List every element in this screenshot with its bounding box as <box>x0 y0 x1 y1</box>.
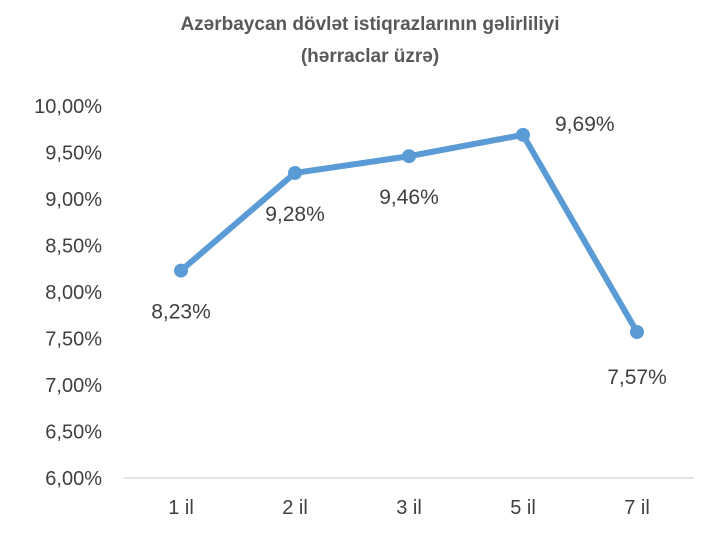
x-tick-label: 2 il <box>282 497 308 519</box>
x-axis: 1 il 2 il 3 il 5 il 7 il <box>168 497 650 519</box>
y-tick-label: 8,00% <box>45 282 102 304</box>
y-axis: 6,00% 6,50% 7,00% 7,50% 8,00% 8,50% 9,00% 9,50%… <box>34 96 102 490</box>
x-tick-label: 1 il <box>168 497 194 519</box>
data-point <box>288 165 302 180</box>
data-labels: 8,23% 9,28% 9,46% 9,69% 7,57% <box>151 113 667 389</box>
y-tick-label: 6,00% <box>45 468 102 490</box>
chart-title: Azərbaycan dövlət istiqrazlarının gəlirl… <box>180 14 559 35</box>
y-tick-label: 8,50% <box>45 236 102 258</box>
y-tick-label: 6,50% <box>45 422 102 444</box>
data-label: 8,23% <box>151 301 211 324</box>
data-point <box>402 149 416 164</box>
x-tick-label: 7 il <box>624 497 650 519</box>
data-points <box>174 127 644 339</box>
data-label: 7,57% <box>607 366 667 389</box>
data-label: 9,46% <box>379 186 439 209</box>
data-label: 9,28% <box>265 203 325 226</box>
data-point <box>630 324 644 339</box>
chart-subtitle: (hərraclar üzrə) <box>301 46 439 67</box>
x-tick-label: 5 il <box>510 497 536 519</box>
y-tick-label: 7,00% <box>45 375 102 397</box>
y-tick-label: 10,00% <box>34 96 102 118</box>
data-point <box>174 263 188 278</box>
data-point <box>516 127 530 142</box>
y-tick-label: 7,50% <box>45 329 102 351</box>
x-tick-label: 3 il <box>396 497 422 519</box>
data-label: 9,69% <box>555 113 615 136</box>
y-tick-label: 9,50% <box>45 143 102 165</box>
y-tick-label: 9,00% <box>45 189 102 211</box>
series-line <box>178 131 640 335</box>
